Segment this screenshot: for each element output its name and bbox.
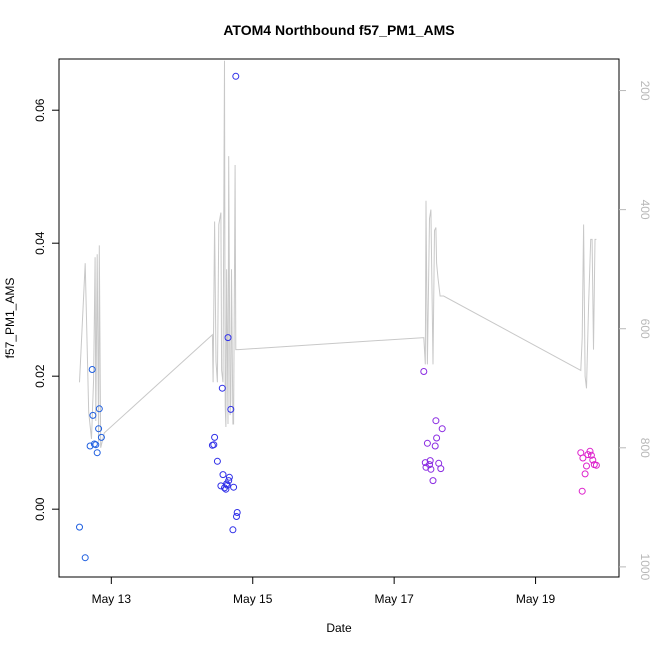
data-point xyxy=(429,477,437,485)
y-axis-label: f57_PM1_AMS xyxy=(3,278,17,359)
data-point xyxy=(232,72,240,80)
data-point xyxy=(95,425,103,433)
y2-tick-label: 1000 xyxy=(638,554,650,581)
x-tick-label: May 15 xyxy=(233,592,273,606)
y-tick-label: 0.06 xyxy=(33,98,47,122)
data-point xyxy=(426,461,433,469)
data-point xyxy=(233,509,241,516)
data-point xyxy=(589,456,597,464)
data-point xyxy=(579,454,587,462)
data-point xyxy=(76,523,83,531)
y-tick-label: 0.02 xyxy=(33,364,47,388)
x-tick-label: May 17 xyxy=(374,592,414,606)
data-point xyxy=(224,334,232,342)
y2-tick-label: 200 xyxy=(638,81,650,101)
data-point xyxy=(225,477,233,485)
data-point xyxy=(420,368,428,375)
data-point xyxy=(218,384,226,392)
data-point xyxy=(219,471,227,479)
data-point xyxy=(95,405,103,413)
data-point xyxy=(223,481,231,489)
data-point xyxy=(426,457,434,465)
y2-tick-label: 600 xyxy=(638,319,650,339)
data-point xyxy=(427,465,435,473)
data-point xyxy=(222,485,230,493)
data-point xyxy=(225,473,233,481)
data-point xyxy=(581,470,589,478)
y2-tick-label: 400 xyxy=(638,200,650,220)
data-point xyxy=(583,462,590,470)
data-point xyxy=(437,465,445,473)
x-axis-label: Date xyxy=(326,621,352,635)
x-tick-label: May 13 xyxy=(92,592,132,606)
plot-frame xyxy=(58,58,620,578)
data-point xyxy=(93,449,101,457)
data-point xyxy=(592,461,600,469)
data-point xyxy=(438,425,446,433)
y-axis: 0.00 0.02 0.04 0.06 xyxy=(33,98,59,521)
data-points xyxy=(76,72,600,562)
data-point xyxy=(213,457,221,465)
altitude-line xyxy=(79,60,597,448)
data-point xyxy=(431,442,439,450)
data-point xyxy=(587,451,595,459)
data-point xyxy=(88,366,96,373)
y-tick-label: 0.04 xyxy=(33,231,47,255)
y2-tick-label: 800 xyxy=(638,438,650,458)
x-axis: May 13 May 15 May 17 May 19 xyxy=(92,577,556,606)
data-point xyxy=(432,417,440,425)
y-tick-label: 0.00 xyxy=(33,497,47,521)
y2-axis-right: 200 400 600 800 1000 xyxy=(619,81,650,581)
data-point xyxy=(97,433,105,441)
data-point xyxy=(578,487,586,495)
data-point xyxy=(233,513,240,520)
x-tick-label: May 19 xyxy=(516,592,556,606)
chart-title: ATOM4 Northbound f57_PM1_AMS xyxy=(223,22,454,38)
data-point xyxy=(229,526,237,534)
data-point xyxy=(210,441,218,449)
data-point xyxy=(81,554,89,562)
data-point xyxy=(230,483,238,491)
altitude-series-line xyxy=(79,60,597,448)
data-point xyxy=(227,405,235,413)
data-point xyxy=(586,447,594,455)
data-point xyxy=(423,439,431,447)
data-point xyxy=(89,411,97,419)
data-point xyxy=(211,433,219,441)
data-point xyxy=(92,441,100,449)
data-point xyxy=(433,434,441,442)
